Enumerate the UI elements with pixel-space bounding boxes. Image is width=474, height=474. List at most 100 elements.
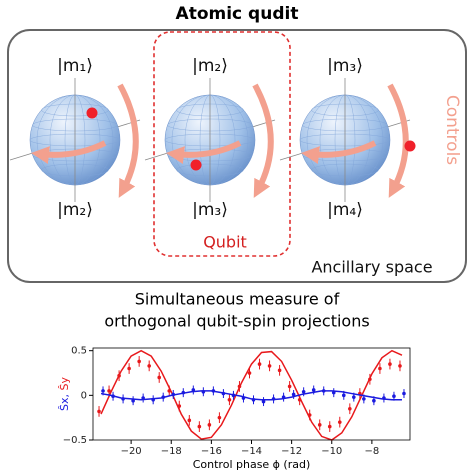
x-tick-label: −20	[121, 446, 142, 457]
data-point	[117, 373, 121, 378]
ket-label: |m₂⟩	[192, 56, 228, 76]
plot-frame	[92, 347, 411, 441]
data-point	[271, 397, 276, 401]
data-point	[247, 371, 252, 375]
data-point	[167, 389, 172, 393]
ket-label: |m₂⟩	[57, 200, 93, 220]
data-point	[378, 366, 382, 371]
data-point	[341, 393, 346, 398]
data-point	[372, 398, 376, 403]
data-point	[267, 364, 272, 368]
data-point	[221, 391, 226, 396]
x-tick-label: −8	[365, 446, 380, 457]
data-point	[181, 390, 186, 395]
data-point	[141, 396, 145, 400]
qubit-box	[153, 31, 291, 257]
spheres: |m₁⟩ |m₂⟩ |m₂⟩ |m₃⟩ |m₃⟩ |m₄⟩	[9, 56, 416, 220]
control-arrow	[252, 83, 274, 198]
data-point	[217, 415, 222, 420]
diagram-title: Atomic qudit	[176, 4, 299, 24]
data-point	[237, 384, 242, 389]
ket-label: |m₄⟩	[327, 200, 363, 220]
controls-label: Controls	[442, 95, 462, 165]
fit-line	[100, 349, 403, 441]
data-point	[137, 359, 141, 364]
data-point	[402, 391, 406, 396]
qubit-label: Qubit	[203, 233, 247, 252]
data-point	[301, 389, 306, 394]
y-axis-label-part: Ŝy	[58, 377, 71, 391]
data-point	[281, 395, 286, 399]
data-point	[362, 397, 366, 401]
data-point	[157, 375, 162, 380]
data-point	[151, 398, 155, 402]
y-axis-label: Ŝx, Ŝy	[58, 377, 71, 411]
data-point	[388, 362, 392, 366]
data-point	[97, 409, 101, 414]
data-point	[101, 389, 105, 393]
data-point	[201, 389, 206, 394]
data-point	[321, 389, 326, 393]
control-arrow	[301, 140, 377, 164]
state-dot	[404, 140, 416, 152]
data-point	[348, 406, 352, 411]
data-point	[191, 388, 196, 392]
y-axis-label-part: Ŝx,	[58, 394, 71, 411]
data-point	[177, 404, 182, 408]
data-point	[231, 393, 236, 398]
data-point	[171, 392, 176, 397]
data-point	[287, 384, 292, 389]
x-tick-label: −10	[321, 446, 342, 457]
ket-label: |m₃⟩	[327, 56, 363, 76]
data-point	[127, 366, 131, 371]
x-axis-label: Control phase ϕ (rad)	[193, 458, 311, 471]
x-tick-label: −16	[201, 446, 222, 457]
x-tick-label: −18	[161, 446, 182, 457]
ket-label: |m₁⟩	[57, 56, 93, 76]
fit-line	[100, 390, 402, 401]
data-point	[311, 388, 316, 392]
data-point	[207, 423, 212, 427]
control-arrow	[31, 140, 107, 164]
data-point	[398, 364, 402, 368]
data-point	[368, 377, 372, 382]
data-point	[382, 396, 386, 400]
ket-label: |m₃⟩	[192, 200, 228, 220]
data-point	[261, 399, 266, 404]
chart-title: orthogonal qubit-spin projections	[104, 312, 369, 331]
data-point	[307, 413, 312, 417]
data-point	[251, 398, 256, 402]
data-point	[277, 368, 282, 373]
data-point	[211, 389, 216, 393]
x-tick-label: −12	[281, 446, 302, 457]
data-point	[161, 395, 166, 399]
data-point	[147, 364, 151, 368]
data-point	[331, 390, 336, 395]
data-point	[327, 424, 332, 429]
data-point	[352, 395, 356, 399]
control-arrow	[387, 83, 409, 198]
data-point	[107, 389, 111, 393]
data-point	[111, 394, 115, 399]
control-arrow	[117, 83, 139, 198]
control-arrow	[166, 140, 242, 164]
data-point	[241, 396, 246, 400]
state-dot	[190, 159, 202, 171]
data-point	[297, 398, 302, 402]
x-tick-label: −14	[241, 446, 262, 457]
qudit-box	[7, 29, 467, 283]
data-point	[317, 423, 322, 427]
state-dot	[86, 107, 98, 119]
chart: −20 −18 −16 −14 −12 −10 −8 −0.5 0 0.5 Control phas…	[58, 346, 411, 471]
y-tick-label: −0.5	[63, 435, 87, 446]
data-point	[187, 418, 192, 423]
y-tick-label: 0.5	[71, 346, 87, 357]
y-tick-label: 0	[81, 390, 87, 401]
data-point	[257, 362, 262, 366]
data-point	[227, 398, 232, 402]
data-point	[291, 392, 296, 397]
chart-title: Simultaneous measure of	[135, 290, 340, 309]
data-point	[121, 397, 125, 401]
data-point	[392, 394, 396, 399]
